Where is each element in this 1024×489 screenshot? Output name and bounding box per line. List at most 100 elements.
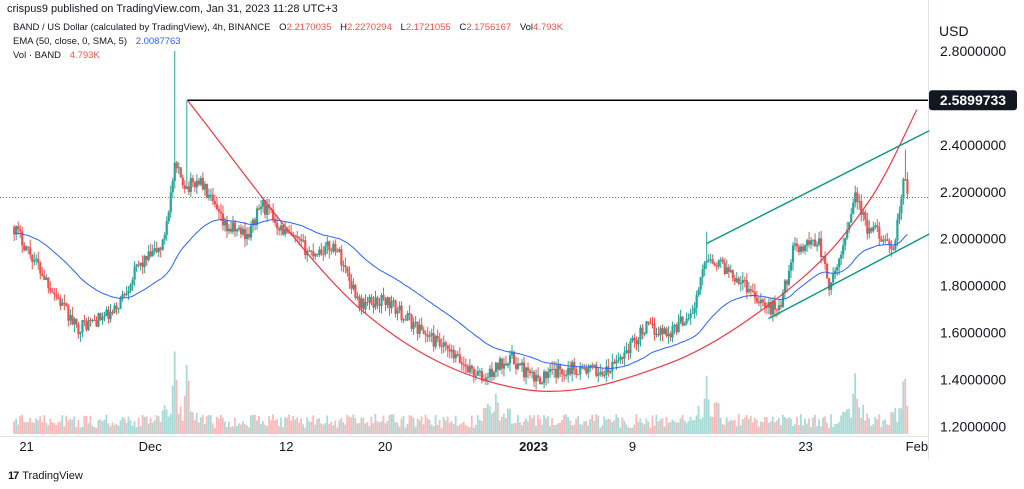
candle-body — [241, 228, 245, 235]
volume-bar — [798, 424, 800, 434]
candle-body — [577, 374, 580, 376]
candle-body — [900, 198, 903, 214]
volume-bar — [17, 424, 19, 434]
candle-body — [416, 321, 419, 334]
volume-bar — [69, 418, 72, 434]
candle-body — [579, 367, 582, 375]
candle-body — [424, 333, 427, 335]
axes: 2.8000000 2.4000000 2.2000000 2.0000000 1.80… — [19, 43, 1017, 454]
volume-bar — [320, 423, 323, 434]
volume-bar — [824, 416, 826, 434]
candle-body — [227, 228, 231, 232]
candle-body — [223, 220, 227, 226]
legend-vol-band-value: 4.793K — [69, 50, 100, 61]
candle-body — [133, 266, 136, 280]
legend-ema-label: EMA (50, close, 0, SMA, 5) — [13, 36, 128, 47]
candle-body — [352, 284, 355, 289]
volume-bar — [89, 415, 92, 434]
candle-body — [324, 246, 327, 255]
candle-body — [404, 319, 407, 321]
candle-body — [625, 350, 628, 353]
volume-bar — [802, 425, 804, 434]
candle-body — [809, 240, 813, 245]
candle-body — [824, 255, 827, 264]
volume-bar — [500, 416, 503, 434]
volume-bar — [312, 415, 315, 434]
time-tick-label: Feb — [906, 439, 928, 454]
volume-bar — [424, 414, 427, 434]
candle-body — [731, 270, 734, 279]
volume-bar — [458, 424, 461, 434]
candle-body — [49, 288, 52, 292]
volume-bar — [840, 415, 842, 434]
candle-body — [412, 322, 415, 329]
candle-body — [141, 262, 144, 267]
candle-body — [571, 361, 574, 374]
volume-bar — [342, 422, 345, 434]
volume-bar — [157, 416, 160, 434]
candle-body — [553, 368, 556, 370]
volume-bar — [699, 419, 702, 434]
candle-body — [743, 280, 746, 282]
legend-vol-band-label: Vol · BAND — [13, 50, 62, 61]
candle-body — [870, 228, 873, 232]
candle-body — [137, 264, 140, 266]
volume-bar — [205, 416, 208, 434]
volume-bar — [523, 421, 525, 434]
candle-body — [165, 221, 168, 235]
candle-body — [844, 237, 847, 246]
volume-bar — [380, 421, 383, 434]
candle-body — [902, 179, 905, 199]
volume-bar — [388, 415, 391, 434]
candle-body — [673, 325, 676, 327]
candle-body — [611, 361, 614, 372]
candle-body — [199, 178, 202, 185]
candle-body — [292, 234, 295, 237]
volume-bar — [878, 414, 881, 434]
volume-bar — [274, 420, 276, 434]
watermark-text: TradingView — [22, 470, 83, 482]
volume-bar — [747, 418, 750, 434]
volume-bar — [394, 421, 397, 434]
candle-body — [448, 349, 451, 352]
candle-body — [516, 363, 520, 369]
volume-bar — [595, 414, 598, 434]
volume-bar — [165, 409, 168, 434]
volume-bar — [884, 419, 887, 434]
volume-bar — [432, 426, 435, 434]
volume-bar — [99, 419, 102, 434]
candle-body — [149, 251, 152, 257]
candle-body — [815, 244, 819, 247]
volume-bar — [697, 405, 700, 434]
candle-body — [400, 305, 403, 321]
volume-bar — [167, 416, 170, 434]
candle-body — [450, 349, 453, 352]
volume-bar — [153, 420, 156, 434]
volume-bar — [547, 416, 549, 434]
candle-body — [749, 289, 752, 291]
candle-body — [832, 274, 835, 283]
candle-body — [518, 363, 522, 366]
candle-body — [17, 226, 20, 230]
volume-bar — [49, 418, 52, 434]
candle-body — [47, 277, 50, 289]
volume-bar — [763, 416, 766, 434]
candle-body — [344, 265, 347, 268]
candle-body — [119, 297, 122, 309]
candle-body — [639, 327, 642, 340]
candle-body — [480, 371, 483, 381]
candle-body — [454, 354, 457, 359]
candle-body — [316, 254, 319, 256]
volume-bar — [621, 417, 624, 434]
volume-bar — [468, 427, 471, 434]
volume-bar — [408, 415, 411, 434]
candle-body — [328, 241, 331, 251]
volume-bar — [151, 422, 154, 434]
candle-body — [565, 375, 568, 377]
volume-bar — [553, 424, 555, 434]
time-tick-label: 23 — [798, 439, 812, 454]
volume-bar — [460, 423, 463, 434]
volume-bar — [227, 421, 230, 434]
candle-body — [777, 305, 781, 311]
